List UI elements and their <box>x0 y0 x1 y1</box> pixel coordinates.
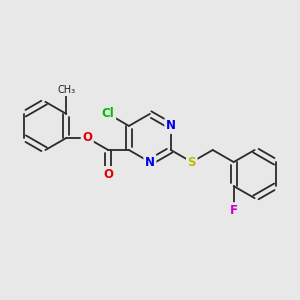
Text: CH₃: CH₃ <box>57 85 75 95</box>
Text: Cl: Cl <box>102 107 115 120</box>
Text: O: O <box>103 168 113 181</box>
Text: S: S <box>188 155 196 169</box>
Text: O: O <box>82 131 92 145</box>
Text: N: N <box>166 119 176 132</box>
Text: F: F <box>230 204 238 217</box>
Text: N: N <box>145 155 155 169</box>
